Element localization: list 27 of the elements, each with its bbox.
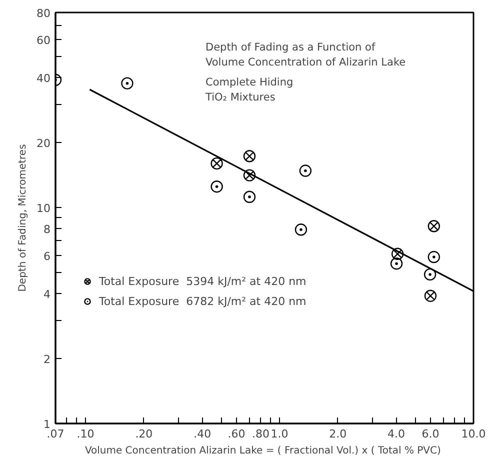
y-tick-label: 80 — [36, 7, 51, 20]
y-tick-label: 10 — [36, 202, 51, 216]
y-axis-title: Depth of Fading, Micrometres — [18, 144, 29, 292]
legend-label: Total Exposure 6782 kJ/m² at 420 nm — [99, 294, 306, 308]
y-tick-label: 4 — [44, 288, 50, 301]
x-axis-title: Volume Concentration Alizarin Lake = ( Fractional Vol.) x ( Total % PVC) — [84, 446, 441, 456]
x-tick-label: 4.0 — [388, 428, 406, 440]
annotation: Depth of Fading as a Function of — [206, 42, 376, 54]
x-tick-label: 6.0 — [422, 428, 440, 440]
x-tick-label: 2.0 — [329, 428, 347, 440]
y-tick-label: 20 — [36, 137, 51, 150]
y-tick-label: 8 — [44, 222, 50, 236]
y-tick-label: 40 — [36, 72, 51, 86]
y-tick-label: 60 — [36, 34, 51, 47]
x-tick-label: .20 — [135, 428, 153, 440]
y-tick-label: 6 — [44, 250, 50, 263]
annotation: Volume Concentration of Alizarin Lake — [206, 56, 406, 68]
x-tick-label: .60 — [228, 428, 246, 440]
x-tick-label: .10 — [76, 428, 94, 440]
x-tick-label: 1.0 — [270, 428, 288, 440]
x-tick-label: .40 — [194, 428, 212, 440]
x-tick-label: 10.0 — [461, 428, 486, 440]
x-tick-label: .80 — [252, 428, 270, 440]
annotation: Complete Hiding — [206, 76, 294, 88]
annotation: TiO₂ Mixtures — [204, 92, 276, 104]
legend-label: Total Exposure 5394 kJ/m² at 420 nm — [99, 274, 306, 288]
y-tick-label: 2 — [44, 352, 50, 366]
